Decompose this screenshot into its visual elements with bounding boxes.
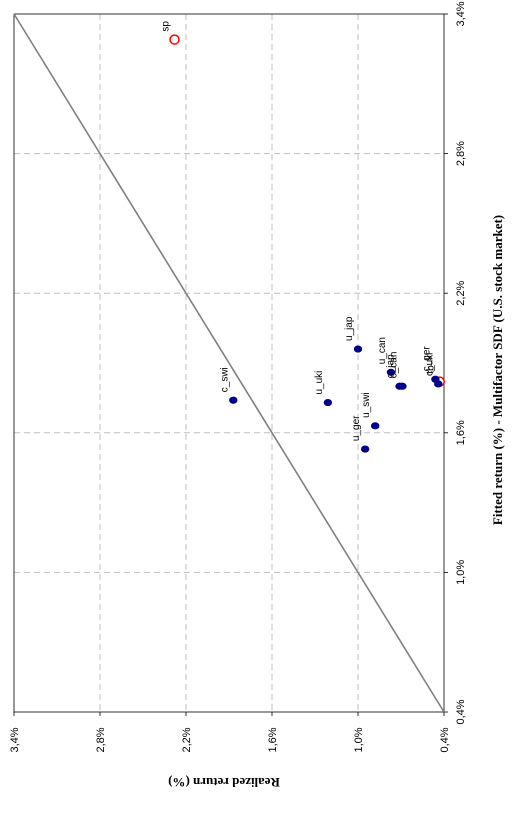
point-label-c_uki: c_uki [424, 353, 435, 376]
x-tick-label: 2,2% [455, 280, 467, 305]
x-tick-label: 1,6% [455, 420, 467, 445]
y-tick-label: 0,4% [439, 727, 451, 752]
point-label-u_can: u_can [377, 337, 388, 364]
point-label-c_swi: c_swi [219, 367, 230, 392]
point-label-sp: sp [161, 21, 172, 32]
point-u_jap [353, 345, 363, 353]
x-axis-ticks: 0,4% 1,0% 1,6% 2,2% 2,8% 3,4% [444, 1, 467, 725]
y-axis-ticks: 0,4% 1,0% 1,6% 2,2% 2,8% 3,4% [9, 712, 451, 753]
point-c_swi [229, 396, 238, 404]
point-label-c_ger: c_ger [421, 346, 432, 372]
point-label-c_jap: c_jap [386, 354, 397, 378]
point-label-u_swi: u_swi [361, 392, 372, 418]
x-tick-label: 1,0% [455, 560, 467, 585]
y-axis-title: Realized return (%) [168, 775, 280, 790]
point-label-tb: tb [426, 365, 437, 374]
x-axis-title: Fitted return (%) - Multifactor SDF (U.S… [490, 215, 505, 525]
y-tick-label: 1,0% [353, 727, 365, 752]
point-u_uki [323, 398, 333, 407]
y-tick-label: 2,2% [181, 727, 193, 752]
point-u_swi [371, 422, 380, 430]
plot-area-border [13, 13, 445, 713]
y-tick-label: 1,6% [267, 727, 279, 752]
x-tick-label: 3,4% [455, 1, 467, 26]
point-label-u_jap: u_jap [344, 316, 355, 341]
point-label-u_uki: u_uki [314, 371, 325, 395]
y-tick-label: 3,4% [9, 727, 21, 752]
point-c_uki [434, 380, 443, 388]
reference-line [13, 13, 445, 713]
point-label-c_can: c_can [388, 352, 399, 379]
point-u_ger [360, 445, 370, 453]
reference-line-layer [13, 13, 445, 713]
x-tick-label: 2,8% [455, 141, 467, 166]
point-u_can [386, 368, 396, 376]
point-c_can [398, 382, 407, 390]
x-tick-label: 0,4% [455, 699, 467, 724]
grid-lines [14, 14, 444, 712]
point-label-u_ger: u_ger [351, 415, 362, 441]
point-sp [169, 34, 180, 45]
y-tick-label: 2,8% [95, 727, 107, 752]
